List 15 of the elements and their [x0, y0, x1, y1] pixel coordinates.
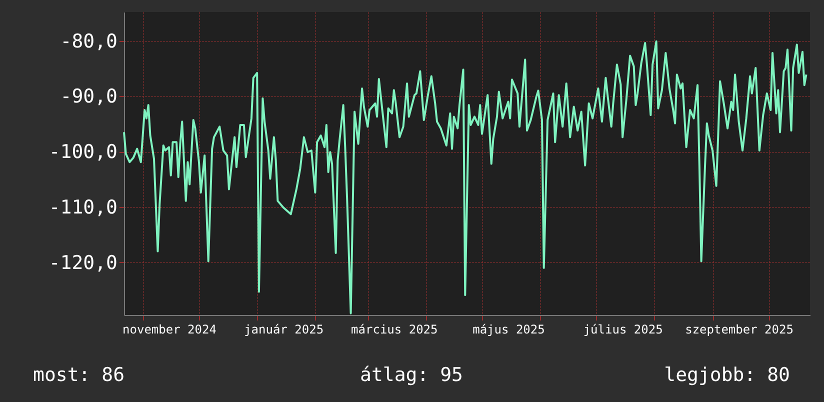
y-tick-label: -110,0: [48, 196, 118, 218]
x-tick-label: július 2025: [583, 322, 663, 336]
text: átlag: 95: [360, 364, 463, 386]
x-tick-label: szeptember 2025: [685, 322, 794, 336]
line-series: [123, 40, 808, 314]
x-tick-label: május 2025: [472, 322, 545, 336]
y-tick-label: -120,0: [48, 252, 118, 274]
y-tick-label: -90,0: [60, 86, 118, 108]
y-tick-label: -80,0: [60, 30, 118, 52]
y-tick-label: -100,0: [48, 141, 118, 164]
text: legjobb: 80: [664, 364, 790, 386]
text: most: 86: [33, 364, 125, 386]
x-tick-label: november 2024: [122, 322, 216, 336]
x-tick-label: március 2025: [351, 322, 438, 336]
x-tick-label: január 2025: [244, 322, 324, 336]
